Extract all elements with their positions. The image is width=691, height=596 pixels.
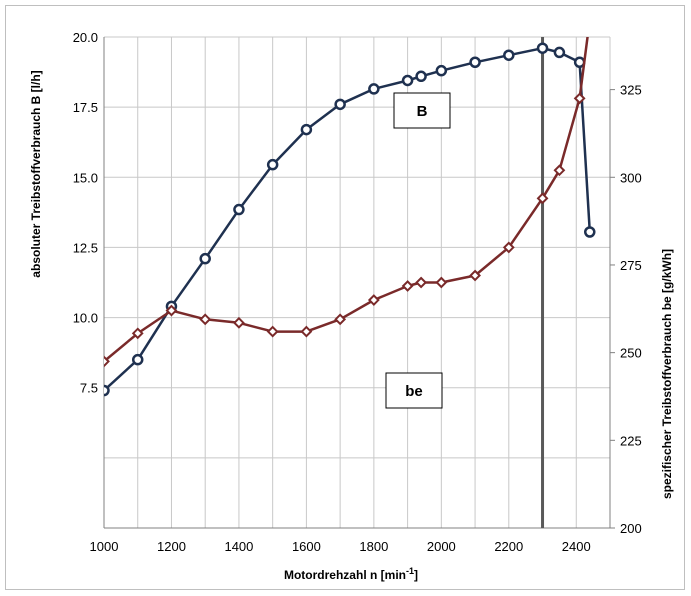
series-label-b: B	[417, 103, 428, 120]
x-axis-title: Motordrehzahl n [min-1]	[284, 566, 418, 582]
series-layer	[104, 37, 596, 397]
data-point-be	[233, 316, 245, 329]
data-point-be	[300, 325, 313, 338]
y-right-tick-label: 325	[620, 83, 642, 98]
y-left-axis-title: absoluter Treibstoffverbrauch B [l/h]	[29, 70, 43, 277]
x-axis-title-sup: -1	[406, 566, 414, 576]
x-tick-label: 2000	[427, 539, 456, 554]
data-point-be	[415, 276, 428, 289]
x-tick-label: 2400	[562, 539, 591, 554]
data-point-be	[165, 304, 178, 317]
y-left-tick-label: 7.5	[80, 381, 98, 396]
series-be	[104, 37, 589, 368]
y-left-tick-label: 10.0	[73, 311, 98, 326]
y-left-tick-label: 15.0	[73, 170, 98, 185]
data-point-b	[104, 384, 110, 397]
grid	[103, 36, 611, 529]
y-left-tick-label: 17.5	[73, 100, 98, 115]
y-left-tick-label: 20.0	[73, 30, 98, 45]
data-point-be	[401, 280, 414, 292]
x-tick-label: 1600	[292, 539, 321, 554]
data-point-be	[553, 164, 566, 177]
data-point-b	[503, 49, 515, 61]
data-point-b	[469, 56, 481, 69]
data-point-b	[553, 46, 566, 59]
data-point-b	[334, 98, 346, 111]
label-box-be: be	[385, 372, 443, 409]
data-point-be	[435, 276, 448, 289]
data-point-b	[584, 226, 596, 238]
y-right-tick-label: 275	[620, 258, 642, 273]
y-left-tick-label: 12.5	[73, 240, 98, 255]
label-box-b: B	[393, 92, 451, 129]
data-point-b	[415, 70, 427, 83]
x-tick-label: 1200	[157, 539, 186, 554]
data-point-be	[104, 355, 110, 368]
series-line-be	[104, 37, 589, 363]
label-box-b-rect	[393, 92, 451, 129]
x-tick-label: 1800	[359, 539, 388, 554]
label-box-be-rect	[385, 372, 443, 409]
y-right-axis-title: spezifischer Treibstoffverbrauch be [g/k…	[660, 249, 674, 499]
data-point-be	[199, 313, 212, 326]
data-point-b	[536, 42, 549, 54]
y-right-tick-label: 250	[620, 346, 642, 361]
data-point-be	[334, 313, 347, 326]
data-point-b	[199, 252, 211, 265]
data-point-be	[469, 269, 481, 282]
data-point-b	[300, 123, 313, 136]
data-point-b	[401, 74, 414, 87]
x-tick-label: 2200	[494, 539, 523, 554]
data-point-b	[435, 64, 448, 77]
x-tick-label: 1400	[224, 539, 253, 554]
data-point-be	[502, 241, 515, 254]
data-point-be	[266, 325, 279, 338]
data-point-be	[131, 327, 144, 340]
data-point-b	[233, 203, 245, 216]
y-right-tick-label: 225	[620, 433, 642, 448]
series-line-b	[104, 46, 592, 392]
tick-labels: 1000 1200 1400 1600 1800 2000 2200 2400 7.5 10.0 1…	[73, 30, 642, 554]
data-point-b	[368, 83, 380, 95]
data-point-be	[536, 192, 549, 205]
data-point-b	[131, 353, 144, 366]
data-point-be	[573, 92, 586, 105]
series-b	[104, 42, 596, 397]
x-tick-label: 1000	[90, 539, 119, 554]
data-point-be	[367, 294, 380, 306]
x-axis-title-end: ]	[414, 568, 418, 582]
y-right-tick-label: 300	[620, 170, 642, 185]
data-point-b	[266, 158, 279, 171]
series-label-be: be	[405, 383, 423, 400]
x-axis-title-main: Motordrehzahl n [min	[284, 568, 406, 582]
y-right-tick-label: 200	[620, 521, 642, 536]
